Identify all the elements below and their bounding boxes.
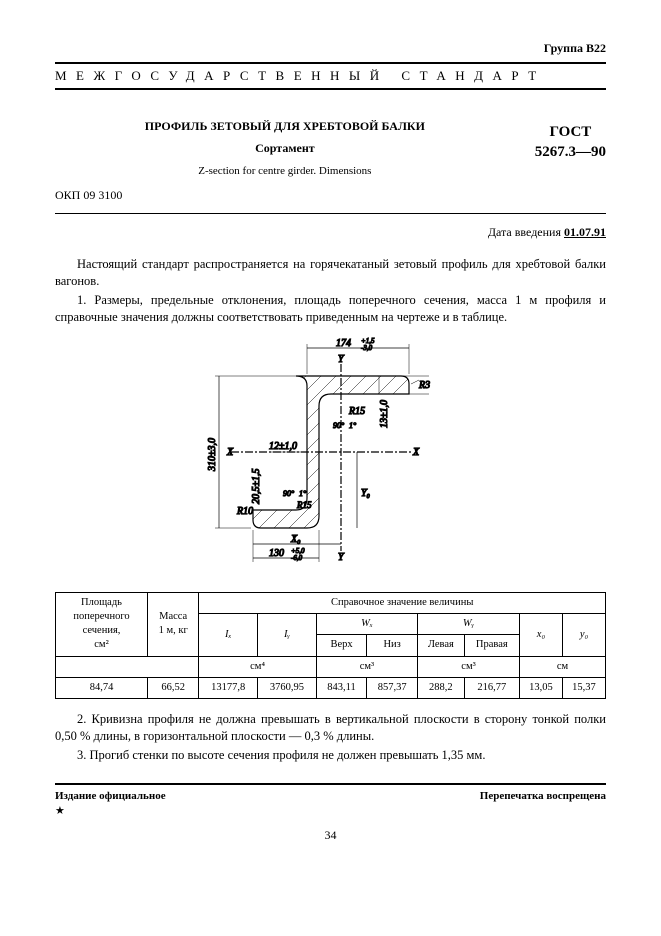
svg-text:-3,0: -3,0 bbox=[361, 344, 373, 352]
col-ix: Iₓ bbox=[199, 614, 258, 657]
svg-text:-6,0: -6,0 bbox=[291, 554, 303, 562]
svg-text:310±3,0: 310±3,0 bbox=[207, 438, 218, 472]
cell-wx-bot: 857,37 bbox=[367, 677, 418, 698]
eng-title: Z-section for centre girder. Dimensions bbox=[55, 164, 515, 179]
cell-y0: 15,37 bbox=[562, 677, 605, 698]
svg-text:X: X bbox=[412, 447, 420, 458]
col-area: Площадь поперечного сечения, см² bbox=[56, 592, 148, 656]
svg-text:R10: R10 bbox=[236, 506, 253, 517]
svg-text:R3: R3 bbox=[418, 380, 430, 391]
footer-left: Издание официальное bbox=[55, 790, 166, 802]
divider-1 bbox=[55, 213, 606, 214]
standard-banner: МЕЖГОСУДАРСТВЕННЫЙ СТАНДАРТ bbox=[55, 62, 606, 90]
main-title: ПРОФИЛЬ ЗЕТОВЫЙ ДЛЯ ХРЕБТОВОЙ БАЛКИ bbox=[55, 118, 515, 134]
footer-right: Перепечатка воспрещена bbox=[480, 789, 606, 819]
col-mass: Масса 1 м, кг bbox=[148, 592, 199, 656]
col-wx: Wₓ bbox=[316, 614, 417, 635]
col-y0: y₀ bbox=[562, 614, 605, 657]
col-x0: x₀ bbox=[519, 614, 562, 657]
z-section-diagram: X X Y Y 174 +1,5 -3,0 R3 R15 90° 1° 13±1… bbox=[201, 336, 461, 576]
col-wy: Wᵧ bbox=[418, 614, 520, 635]
page-footer: Издание официальное ★ Перепечатка воспре… bbox=[55, 783, 606, 819]
paragraph-1: Настоящий стандарт распространяется на г… bbox=[55, 256, 606, 290]
svg-text:Y: Y bbox=[338, 354, 345, 365]
sub-title: Сортамент bbox=[55, 140, 515, 156]
cell-mass: 66,52 bbox=[148, 677, 199, 698]
svg-text:1°: 1° bbox=[349, 421, 357, 430]
svg-text:90°: 90° bbox=[333, 421, 345, 430]
unit-cm4: см⁴ bbox=[199, 656, 317, 677]
title-block: ПРОФИЛЬ ЗЕТОВЫЙ ДЛЯ ХРЕБТОВОЙ БАЛКИ Сорт… bbox=[55, 118, 606, 179]
paragraph-3: 2. Кривизна профиля не должна превышать … bbox=[55, 711, 606, 745]
okp-code: ОКП 09 3100 bbox=[55, 187, 606, 203]
group-label: Группа В22 bbox=[55, 40, 606, 56]
col-wx-bot: Низ bbox=[367, 635, 418, 656]
cell-wx-top: 843,11 bbox=[316, 677, 366, 698]
star-icon: ★ bbox=[55, 805, 65, 817]
svg-text:Y: Y bbox=[338, 552, 345, 563]
cell-area: 84,74 bbox=[56, 677, 148, 698]
svg-text:1°: 1° bbox=[299, 489, 307, 498]
svg-text:174: 174 bbox=[336, 338, 351, 349]
gost-label: ГОСТ bbox=[549, 124, 591, 140]
date-value: 01.07.91 bbox=[564, 225, 606, 239]
col-wx-top: Верх bbox=[316, 635, 366, 656]
svg-text:X: X bbox=[226, 447, 234, 458]
svg-text:130: 130 bbox=[269, 548, 284, 559]
cell-x0: 13,05 bbox=[519, 677, 562, 698]
unit-cm3-2: см³ bbox=[418, 656, 520, 677]
table-row: 84,74 66,52 13177,8 3760,95 843,11 857,3… bbox=[56, 677, 606, 698]
svg-text:R15: R15 bbox=[296, 500, 312, 510]
svg-text:20,5±1,5: 20,5±1,5 bbox=[251, 468, 262, 504]
svg-text:X₀: X₀ bbox=[290, 534, 301, 545]
col-iy: Iᵧ bbox=[258, 614, 317, 657]
date-label: Дата введения bbox=[488, 225, 564, 239]
properties-table: Площадь поперечного сечения, см² Масса 1… bbox=[55, 592, 606, 699]
paragraph-2: 1. Размеры, предельные отклонения, площа… bbox=[55, 292, 606, 326]
title-left: ПРОФИЛЬ ЗЕТОВЫЙ ДЛЯ ХРЕБТОВОЙ БАЛКИ Сорт… bbox=[55, 118, 515, 179]
col-ref: Справочное значение величины bbox=[199, 592, 606, 613]
page-number: 34 bbox=[55, 827, 606, 843]
cell-iy: 3760,95 bbox=[258, 677, 317, 698]
svg-text:Y₀: Y₀ bbox=[361, 488, 371, 499]
paragraph-4: 3. Прогиб стенки по высоте сечения профи… bbox=[55, 747, 606, 764]
date-intro: Дата введения 01.07.91 bbox=[55, 224, 606, 240]
cell-ix: 13177,8 bbox=[199, 677, 258, 698]
svg-text:R15: R15 bbox=[348, 406, 365, 417]
unit-cm3-1: см³ bbox=[316, 656, 417, 677]
cell-wy-r: 216,77 bbox=[464, 677, 519, 698]
col-wy-left: Левая bbox=[418, 635, 465, 656]
svg-text:12±1,0: 12±1,0 bbox=[269, 441, 297, 452]
svg-text:90°: 90° bbox=[283, 489, 295, 498]
gost-num: 5267.3—90 bbox=[535, 144, 606, 160]
col-wy-right: Правая bbox=[464, 635, 519, 656]
gost-number: ГОСТ 5267.3—90 bbox=[515, 118, 606, 163]
unit-cm: см bbox=[519, 656, 605, 677]
cell-wy-l: 288,2 bbox=[418, 677, 465, 698]
svg-text:13±1,0: 13±1,0 bbox=[379, 400, 390, 428]
